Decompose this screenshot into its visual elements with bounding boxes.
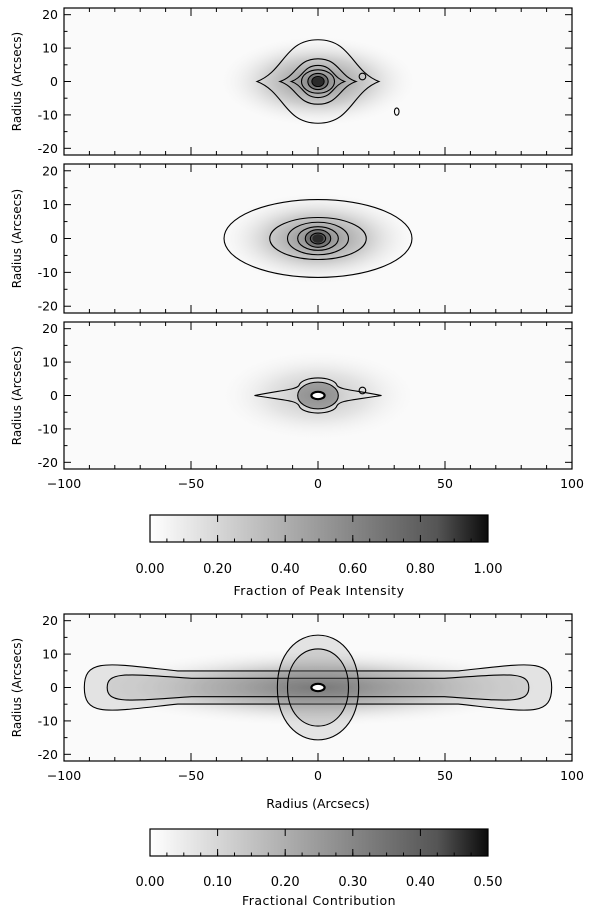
panel-4-ylabel: Radius (Arcsecs) [10,638,24,737]
y-tick-label: 20 [42,7,58,22]
y-tick-label: 20 [42,321,58,336]
panel-1-ylabel: Radius (Arcsecs) [10,32,24,131]
y-tick-label: 0 [50,388,58,403]
colorbar-tick-label: 0.10 [203,875,232,890]
y-tick-label: -20 [38,299,58,314]
feature-blob [358,72,367,81]
x-tick-label: −50 [178,768,204,783]
core-marker [310,682,326,693]
panel-2: 20 10 0 -10 -20 Radius (Arcsecs) [10,163,573,314]
contour-line [297,226,339,251]
core-marker [310,390,326,401]
panel-1-layer: 20 10 0 -10 -20 [38,7,573,156]
y-tick-label: -10 [38,421,58,436]
panel-1: 20 10 0 -10 -20 Radius (Arcsecs) [10,7,573,156]
x-tick-label: 100 [560,768,584,783]
x-tick-label: −100 [47,476,81,491]
feature-blob [358,386,367,395]
y-tick-label: -20 [38,141,58,156]
contour-line [289,64,347,99]
colorbar-tick-label: 0.20 [203,562,232,577]
x-tick-label: −100 [47,768,81,783]
contour-line [255,39,381,124]
panel-3-ylabel: Radius (Arcsecs) [10,346,24,445]
colorbar-tick-label: 0.40 [406,875,435,890]
colorbar-1: 0.00 0.20 0.40 0.60 0.80 1.00 Fraction of Pea… [136,514,503,598]
contour-line [278,58,358,105]
contour-line [300,69,336,94]
x-tick-label: 0 [314,768,322,783]
x-tick-label: −50 [178,476,204,491]
y-tick-label: 10 [42,197,58,212]
colorbar-1-label: Fraction of Peak Intensity [234,583,405,598]
y-tick-label: 10 [42,41,58,56]
y-tick-label: 10 [42,355,58,370]
colorbar-2-ticks: 0.00 0.10 0.20 0.30 0.40 0.50 [136,829,503,890]
feature-blob [393,107,400,116]
contour-line [286,221,350,256]
panel-2-ylabel: Radius (Arcsecs) [10,189,24,288]
colorbar-2: 0.00 0.10 0.20 0.30 0.40 0.50 Fractional Cont… [136,828,503,908]
y-tick-label: -10 [38,713,58,728]
y-tick-label: 0 [50,231,58,246]
panel-4-xlabel: Radius (Arcsecs) [266,796,370,811]
core-marker [312,77,324,86]
contour-line [223,199,413,278]
colorbar-tick-label: 0.40 [271,562,300,577]
colorbar-1-ticks: 0.00 0.20 0.40 0.60 0.80 1.00 [136,515,503,577]
y-tick-label: -20 [38,747,58,762]
y-tick-label: -10 [38,107,58,122]
core-marker [312,234,324,243]
colorbar-tick-label: 0.50 [474,875,503,890]
colorbar-tick-label: 0.20 [271,875,300,890]
y-tick-label: -20 [38,455,58,470]
x-tick-label: 0 [314,476,322,491]
colorbar-tick-label: 0.00 [136,875,165,890]
colorbar-tick-label: 0.60 [338,562,367,577]
y-tick-label: 20 [42,613,58,628]
y-tick-label: 0 [50,74,58,89]
colorbar-2-gradient [149,828,489,857]
colorbar-tick-label: 0.00 [136,562,165,577]
x-tick-label: 50 [437,476,453,491]
contour-line [254,377,382,414]
colorbar-1-gradient [149,514,489,543]
panel-2-layer: 20 10 0 -10 -20 [38,163,573,314]
contour-line [269,216,367,261]
y-tick-label: 10 [42,647,58,662]
y-tick-label: -10 [38,265,58,280]
x-tick-label: 50 [437,768,453,783]
colorbar-tick-label: 1.00 [474,562,503,577]
colorbar-2-label: Fractional Contribution [242,893,396,908]
colorbar-tick-label: 0.80 [406,562,435,577]
x-tick-label: 100 [560,476,584,491]
y-tick-label: 0 [50,680,58,695]
y-tick-label: 20 [42,163,58,178]
colorbar-tick-label: 0.30 [338,875,367,890]
